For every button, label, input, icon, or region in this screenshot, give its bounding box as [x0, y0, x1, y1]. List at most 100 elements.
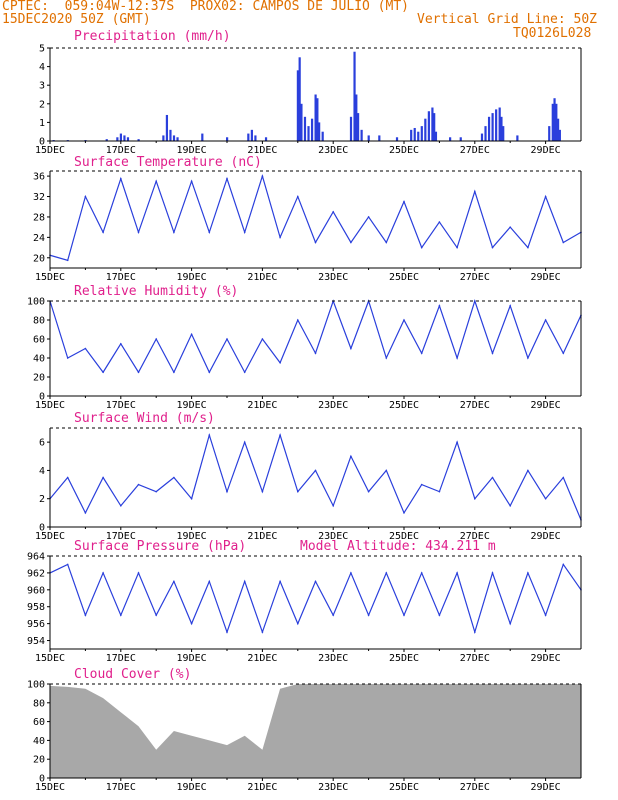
x-tick-label: 29DEC: [531, 782, 561, 793]
precip-bar: [254, 135, 257, 141]
data-point-rh: [420, 352, 423, 355]
precip-bar: [548, 126, 551, 141]
precip-bar: [300, 103, 303, 141]
data-point-wind: [314, 469, 317, 472]
data-point-rh: [385, 357, 388, 359]
data-point-wind: [332, 504, 335, 507]
data-point-pres: [544, 614, 547, 616]
data-point-rh: [137, 371, 140, 374]
y-tick-label: 0: [39, 774, 45, 785]
x-tick-label: 19DEC: [177, 272, 207, 283]
x-tick-label: 15DEC: [35, 400, 65, 411]
data-point-wind: [491, 476, 494, 479]
data-point-pres: [491, 572, 494, 574]
data-point-rh: [120, 342, 122, 345]
data-point-pres: [297, 622, 299, 625]
y-tick-label: 20: [33, 253, 45, 264]
data-point-wind: [438, 490, 441, 493]
data-point-temp: [491, 246, 494, 249]
data-point-wind: [190, 497, 193, 500]
data-point-pres: [84, 614, 87, 616]
precip-bar: [314, 94, 317, 141]
x-tick-label: 27DEC: [460, 272, 490, 283]
x-tick-label: 19DEC: [177, 145, 207, 156]
y-tick-label: 100: [27, 297, 45, 308]
data-point-rh: [66, 357, 69, 359]
precip-bar: [298, 57, 301, 141]
panel-title-precip: Precipitation (mm/h): [74, 29, 231, 44]
data-point-temp: [474, 190, 476, 193]
data-point-pres: [509, 622, 512, 625]
data-point-rh: [438, 304, 441, 307]
y-tick-label: 958: [27, 602, 45, 613]
x-tick-label: 21DEC: [247, 531, 277, 542]
x-tick-label: 27DEC: [460, 145, 490, 156]
panel-title-temp: Surface Temperature (nC): [74, 155, 262, 170]
data-point-pres: [562, 563, 565, 566]
x-tick-label: 29DEC: [531, 272, 561, 283]
data-point-rh: [297, 319, 299, 321]
x-tick-label: 25DEC: [389, 272, 419, 283]
data-point-wind: [102, 476, 104, 479]
data-point-rh: [491, 352, 494, 355]
data-point-temp: [190, 180, 193, 183]
precip-bar: [123, 135, 126, 141]
data-point-pres: [279, 580, 281, 583]
y-tick-label: 956: [27, 619, 45, 630]
data-point-temp: [438, 221, 441, 223]
data-point-wind: [420, 483, 423, 486]
x-tick-label: 17DEC: [106, 653, 136, 664]
y-tick-label: 20: [33, 373, 45, 384]
x-tick-label: 21DEC: [247, 145, 277, 156]
y-tick-label: 960: [27, 585, 45, 596]
data-point-rh: [456, 357, 458, 359]
x-tick-label: 17DEC: [106, 400, 136, 411]
x-tick-label: 23DEC: [318, 531, 348, 542]
y-tick-label: 2: [39, 494, 45, 505]
data-point-temp: [120, 177, 122, 180]
x-tick-label: 15DEC: [35, 272, 65, 283]
x-tick-label: 29DEC: [531, 400, 561, 411]
data-point-temp: [350, 241, 352, 244]
y-tick-label: 24: [33, 233, 45, 244]
data-point-rh: [562, 352, 565, 355]
x-tick-label: 23DEC: [318, 782, 348, 793]
y-tick-label: 2: [39, 99, 45, 110]
data-point-temp: [420, 246, 423, 249]
precip-bar: [303, 116, 307, 141]
header-grid-line: Vertical Grid Line: 50Z: [417, 12, 598, 27]
data-point-rh: [155, 338, 157, 340]
data-point-wind: [137, 483, 140, 486]
x-tick-label: 25DEC: [389, 653, 419, 664]
data-point-pres: [350, 572, 352, 574]
precip-bar: [321, 131, 324, 141]
precip-bar: [226, 137, 229, 141]
data-point-temp: [155, 180, 157, 183]
data-point-rh: [226, 338, 228, 340]
data-point-pres: [226, 631, 228, 633]
x-tick-label: 19DEC: [177, 531, 207, 542]
data-point-temp: [314, 241, 317, 244]
precip-bar: [247, 133, 250, 141]
data-point-rh: [261, 338, 264, 340]
data-point-pres: [456, 572, 458, 574]
data-point-pres: [367, 614, 370, 616]
data-point-pres: [527, 572, 529, 574]
data-point-wind: [243, 441, 246, 443]
precip-bar: [316, 98, 319, 141]
data-point-wind: [456, 441, 458, 443]
precip-bar: [555, 103, 558, 141]
data-point-temp: [332, 211, 335, 213]
header-model: TQ0126L028: [513, 26, 592, 41]
x-tick-label: 17DEC: [106, 145, 136, 156]
x-tick-label: 27DEC: [460, 782, 490, 793]
x-tick-label: 17DEC: [106, 782, 136, 793]
data-point-pres: [66, 563, 69, 566]
precip-bar: [427, 111, 430, 141]
y-tick-label: 36: [33, 172, 45, 183]
data-point-wind: [562, 476, 565, 479]
data-point-temp: [403, 200, 405, 203]
precip-bar: [487, 116, 491, 141]
precip-bar: [424, 118, 427, 141]
y-tick-label: 0: [39, 523, 45, 534]
